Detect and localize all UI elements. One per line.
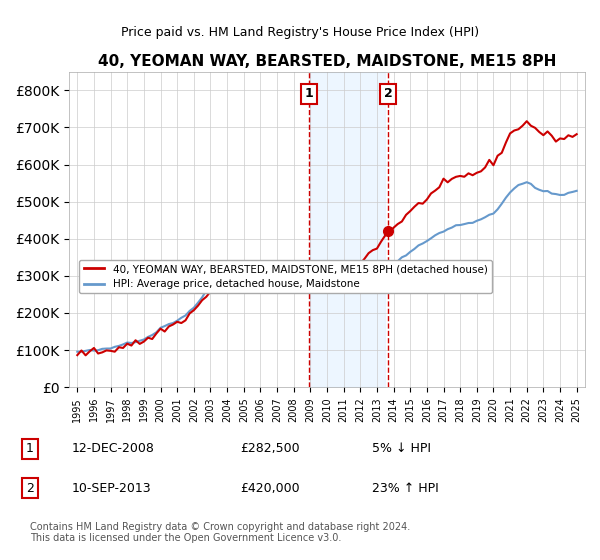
Title: 40, YEOMAN WAY, BEARSTED, MAIDSTONE, ME15 8PH: 40, YEOMAN WAY, BEARSTED, MAIDSTONE, ME1… [98,54,556,69]
Text: 1: 1 [305,87,313,100]
Text: 23% ↑ HPI: 23% ↑ HPI [372,482,439,494]
Text: 2: 2 [26,482,34,494]
Text: 1: 1 [26,442,34,455]
Text: 12-DEC-2008: 12-DEC-2008 [72,442,155,455]
Text: 10-SEP-2013: 10-SEP-2013 [72,482,152,494]
Text: Price paid vs. HM Land Registry's House Price Index (HPI): Price paid vs. HM Land Registry's House … [121,26,479,39]
Text: 5% ↓ HPI: 5% ↓ HPI [372,442,431,455]
Text: Contains HM Land Registry data © Crown copyright and database right 2024.
This d: Contains HM Land Registry data © Crown c… [30,521,410,543]
Text: £420,000: £420,000 [240,482,299,494]
Text: 2: 2 [384,87,392,100]
Legend: 40, YEOMAN WAY, BEARSTED, MAIDSTONE, ME15 8PH (detached house), HPI: Average pri: 40, YEOMAN WAY, BEARSTED, MAIDSTONE, ME1… [79,260,492,293]
Text: £282,500: £282,500 [240,442,299,455]
